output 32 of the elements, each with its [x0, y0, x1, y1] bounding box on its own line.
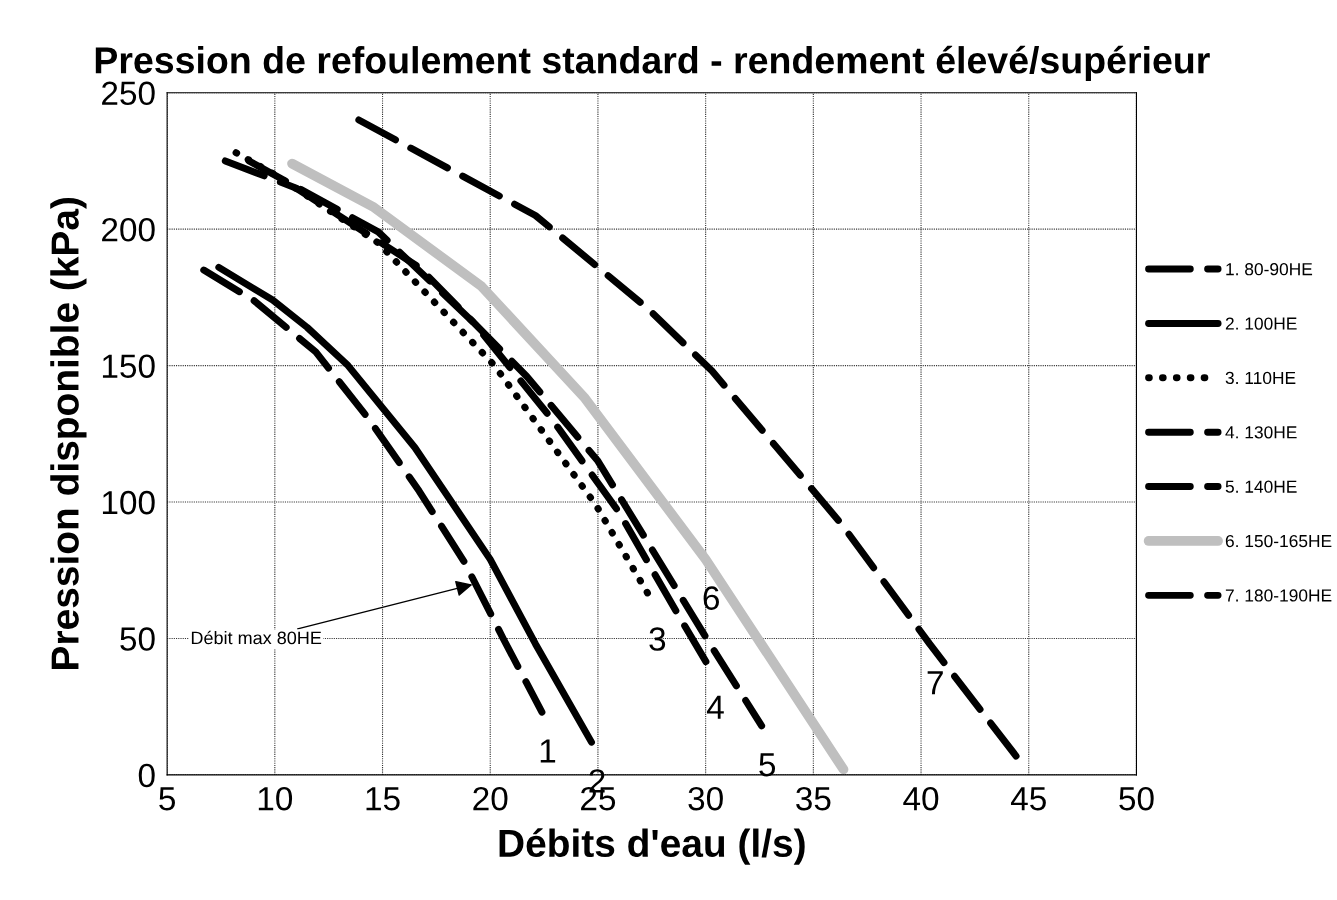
annotation: 5 — [759, 753, 776, 777]
x-tick-label: 50 — [1119, 786, 1154, 811]
legend-label: 7. 180-190HE — [1225, 589, 1332, 602]
y-tick-label: 0 — [138, 763, 155, 788]
y-tick-label: 150 — [102, 354, 155, 378]
annotation: 6 — [703, 586, 719, 610]
y-axis-title: Pression disponible (kPa) — [50, 198, 87, 669]
annotation: Débit max 80HE — [191, 630, 322, 645]
x-tick-label: 10 — [258, 786, 293, 811]
x-tick-label: 5 — [159, 787, 175, 811]
legend-label: 5. 140HE — [1225, 480, 1297, 493]
x-tick-label: 45 — [1010, 787, 1046, 811]
x-tick-label: 40 — [903, 786, 939, 811]
x-tick-label: 15 — [366, 787, 400, 811]
legend-label: 2. 100HE — [1225, 317, 1297, 330]
x-tick-label: 35 — [796, 786, 831, 811]
annotation: 7 — [927, 671, 943, 695]
legend-label: 6. 150-165HE — [1225, 534, 1332, 548]
x-tick-label: 30 — [688, 786, 723, 811]
y-tick-label: 250 — [102, 81, 155, 106]
y-tick-label: 50 — [120, 627, 155, 651]
annotation: 3 — [649, 627, 666, 651]
legend-label: 1. 80-90HE — [1226, 263, 1313, 276]
y-tick-label: 100 — [102, 490, 155, 515]
annotation: 4 — [707, 695, 724, 719]
y-tick-label: 200 — [102, 217, 155, 242]
chart-title: Pression de refoulement standard - rendement élevé/supérieur — [95, 45, 1210, 82]
legend-label: 3. 110HE — [1225, 371, 1296, 385]
x-axis-title: Débits d'eau (l/s) — [499, 828, 805, 865]
annotation: 1 — [540, 739, 556, 763]
x-tick-label: 20 — [473, 786, 508, 811]
legend-label: 4. 130HE — [1225, 426, 1297, 439]
